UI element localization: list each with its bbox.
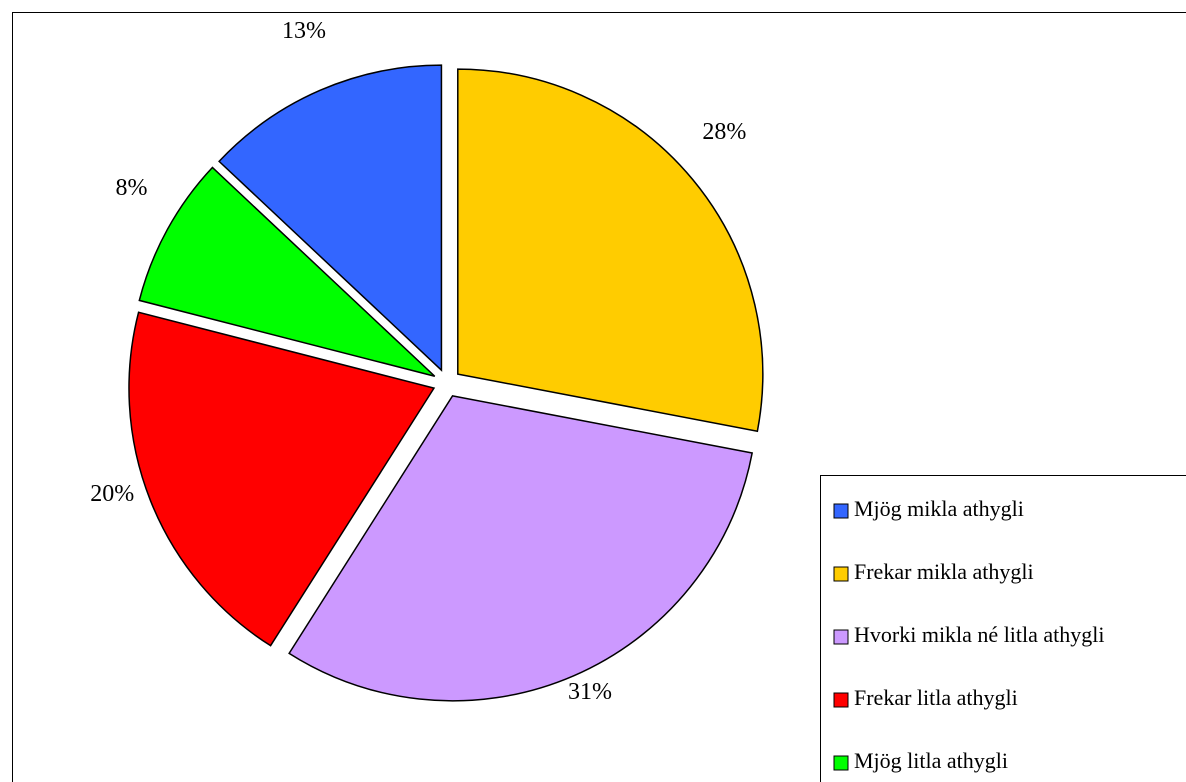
pie-slice xyxy=(128,311,436,647)
legend-swatch xyxy=(833,503,849,519)
data-label: 28% xyxy=(702,119,746,145)
legend-swatch xyxy=(833,629,849,645)
data-label: 13% xyxy=(282,18,326,44)
legend-swatch xyxy=(833,692,849,708)
legend-box xyxy=(820,475,1186,782)
data-label: 20% xyxy=(90,481,134,507)
legend-label: Mjög mikla athygli xyxy=(854,496,1024,521)
data-label: 8% xyxy=(116,175,148,201)
pie-slice xyxy=(288,395,754,702)
legend-label: Mjög litla athygli xyxy=(854,748,1008,773)
legend: Mjög mikla athygli Frekar mikla athygli Hv… xyxy=(833,496,1105,773)
legend-label: Frekar litla athygli xyxy=(854,685,1018,710)
pie-slice xyxy=(138,166,436,377)
legend-swatch xyxy=(833,566,849,582)
legend-swatch xyxy=(833,755,849,771)
chart-frame xyxy=(12,12,1186,782)
legend-label: Hvorki mikla né litla athygli xyxy=(854,622,1105,647)
legend-label: Frekar mikla athygli xyxy=(854,559,1034,584)
data-label: 31% xyxy=(568,679,612,705)
pie-slice xyxy=(457,68,764,433)
pie-slice xyxy=(218,64,443,372)
